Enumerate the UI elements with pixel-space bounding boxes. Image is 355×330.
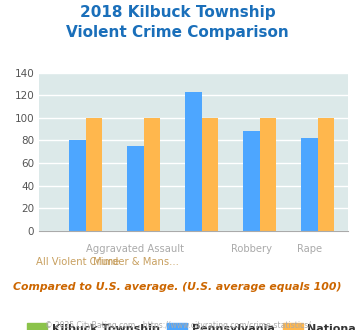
Bar	[185, 92, 202, 231]
Text: Compared to U.S. average. (U.S. average equals 100): Compared to U.S. average. (U.S. average …	[13, 282, 342, 292]
Bar	[127, 146, 143, 231]
Text: Robbery: Robbery	[231, 244, 272, 254]
Text: Rape: Rape	[297, 244, 322, 254]
Text: 2018 Kilbuck Township: 2018 Kilbuck Township	[80, 5, 275, 20]
Text: Murder & Mans...: Murder & Mans...	[93, 257, 179, 267]
Bar	[244, 131, 260, 231]
Text: © 2025 CityRating.com - https://www.cityrating.com/crime-statistics/: © 2025 CityRating.com - https://www.city…	[45, 321, 310, 330]
Text: All Violent Crime: All Violent Crime	[36, 257, 119, 267]
Bar	[260, 118, 276, 231]
Bar	[143, 118, 160, 231]
Bar	[202, 118, 218, 231]
Bar	[86, 118, 102, 231]
Bar	[301, 138, 318, 231]
Bar	[69, 141, 86, 231]
Legend: Kilbuck Township, Pennsylvania, National: Kilbuck Township, Pennsylvania, National	[23, 319, 355, 330]
Bar	[318, 118, 334, 231]
Text: Violent Crime Comparison: Violent Crime Comparison	[66, 25, 289, 40]
Text: Aggravated Assault: Aggravated Assault	[87, 244, 185, 254]
